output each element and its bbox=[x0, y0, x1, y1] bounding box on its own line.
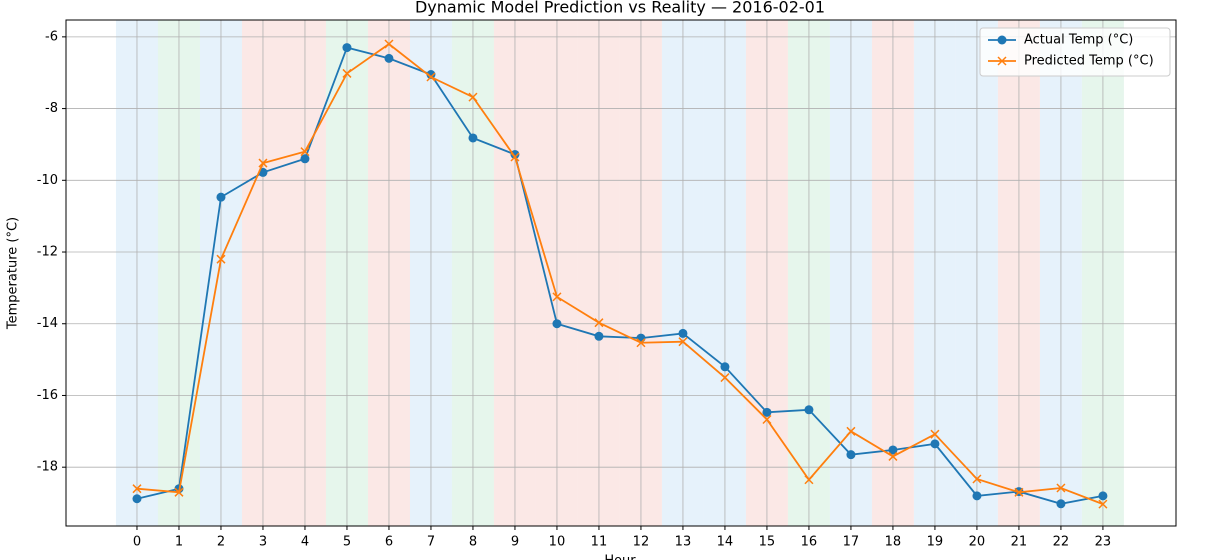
marker bbox=[174, 487, 184, 497]
marker bbox=[997, 56, 1007, 66]
y-tick-label: -6 bbox=[45, 29, 58, 44]
marker bbox=[888, 445, 898, 455]
x-tick-label: 15 bbox=[759, 535, 776, 550]
x-tick-label: 8 bbox=[469, 535, 477, 550]
x-tick-label: 14 bbox=[717, 535, 734, 550]
marker bbox=[300, 147, 310, 157]
marker bbox=[258, 158, 268, 168]
x-tick-label: 10 bbox=[549, 535, 566, 550]
marker bbox=[930, 429, 940, 439]
legend-box bbox=[979, 27, 1171, 77]
marker bbox=[720, 373, 730, 383]
marker bbox=[720, 362, 730, 372]
x-tick-label: 6 bbox=[385, 535, 393, 550]
marker bbox=[636, 338, 646, 348]
marker bbox=[930, 439, 940, 449]
legend-label: Actual Temp (°C) bbox=[1024, 33, 1133, 48]
x-tick-label: 22 bbox=[1053, 535, 1070, 550]
x-tick-label: 1 bbox=[175, 535, 183, 550]
x-tick-label: 0 bbox=[133, 535, 141, 550]
x-tick-label: 2 bbox=[217, 535, 225, 550]
marker bbox=[804, 475, 814, 485]
x-tick-label: 11 bbox=[591, 535, 608, 550]
marker bbox=[804, 405, 814, 415]
x-tick-label: 5 bbox=[343, 535, 351, 550]
y-tick-label: -8 bbox=[45, 101, 58, 116]
x-tick-label: 9 bbox=[511, 535, 519, 550]
y-tick-label: -16 bbox=[37, 388, 58, 403]
x-tick-label: 18 bbox=[885, 535, 902, 550]
marker bbox=[1056, 483, 1066, 493]
marker bbox=[468, 133, 478, 143]
marker bbox=[594, 318, 604, 328]
marker bbox=[342, 43, 352, 53]
marker bbox=[1014, 487, 1024, 497]
marker bbox=[132, 484, 142, 494]
marker bbox=[846, 426, 856, 436]
marker bbox=[384, 39, 394, 49]
x-axis-label: Hour bbox=[604, 554, 636, 560]
marker bbox=[997, 35, 1007, 45]
y-tick-label: -10 bbox=[37, 173, 58, 188]
x-tick-label: 19 bbox=[927, 535, 944, 550]
x-tick-label: 7 bbox=[427, 535, 435, 550]
marker bbox=[1056, 499, 1066, 509]
series-line bbox=[136, 46, 1104, 505]
series-line bbox=[136, 42, 1104, 505]
x-tick-label: 20 bbox=[969, 535, 986, 550]
marker bbox=[426, 70, 436, 80]
chart-title: Dynamic Model Prediction vs Reality — 20… bbox=[415, 0, 825, 17]
marker bbox=[468, 92, 478, 102]
x-tick-label: 12 bbox=[633, 535, 650, 550]
y-tick-label: -14 bbox=[37, 316, 58, 331]
x-tick-label: 4 bbox=[301, 535, 309, 550]
y-tick-label: -18 bbox=[37, 460, 58, 475]
marker bbox=[552, 319, 562, 329]
marker bbox=[342, 68, 352, 78]
marker bbox=[762, 414, 772, 425]
marker bbox=[1098, 499, 1108, 509]
marker bbox=[300, 154, 310, 164]
marker bbox=[216, 192, 226, 202]
plot-frame bbox=[65, 19, 1177, 527]
x-tick-label: 16 bbox=[801, 535, 818, 550]
marker bbox=[972, 491, 982, 501]
marker bbox=[552, 292, 562, 302]
x-tick-label: 13 bbox=[675, 535, 692, 550]
x-tick-label: 21 bbox=[1011, 535, 1028, 550]
x-tick-label: 17 bbox=[843, 535, 860, 550]
marker bbox=[132, 494, 142, 504]
marker bbox=[384, 53, 394, 63]
marker bbox=[972, 474, 982, 484]
marker bbox=[426, 72, 436, 82]
x-tick-label: 23 bbox=[1095, 535, 1112, 550]
marker bbox=[888, 451, 898, 461]
y-axis-label: Temperature (°C) bbox=[6, 217, 21, 330]
legend-label: Predicted Temp (°C) bbox=[1024, 54, 1154, 69]
marker bbox=[846, 450, 856, 460]
marker bbox=[594, 331, 604, 341]
marker bbox=[762, 407, 772, 417]
y-tick-label: -12 bbox=[37, 245, 58, 260]
marker bbox=[216, 254, 226, 264]
x-tick-label: 3 bbox=[259, 535, 267, 550]
marker bbox=[510, 152, 520, 162]
marker bbox=[678, 328, 688, 338]
marker bbox=[1098, 491, 1108, 501]
marker bbox=[678, 337, 688, 347]
